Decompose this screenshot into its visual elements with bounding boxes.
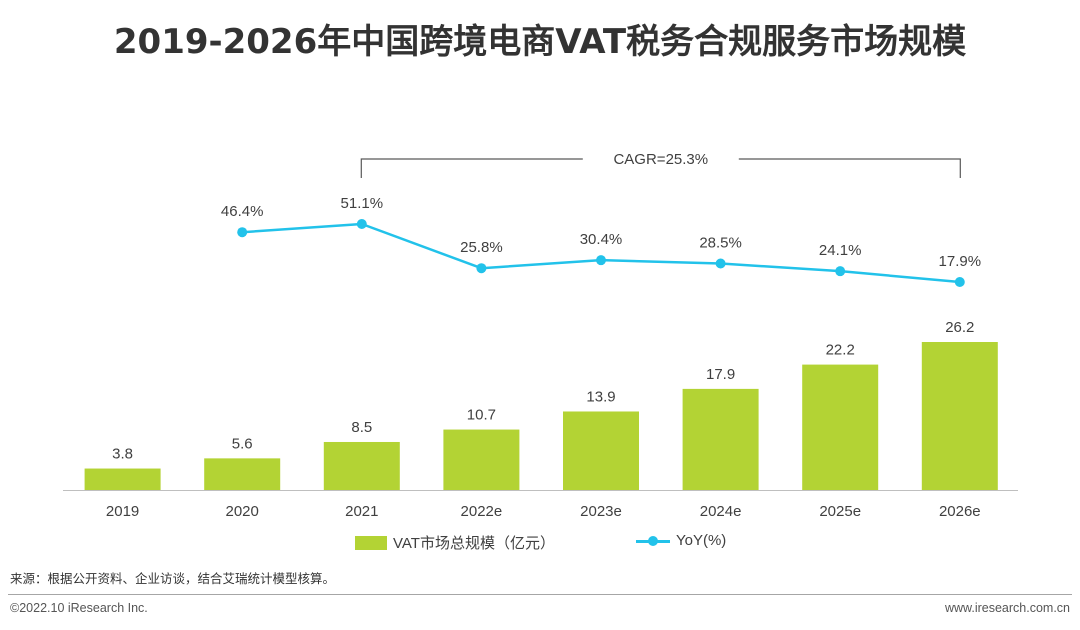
yoy-point-2026e — [954, 277, 965, 287]
bar-2019 — [84, 468, 161, 490]
x-tick-label-2025e: 2025e — [819, 503, 861, 520]
cagr-bracket-left — [360, 158, 583, 178]
yoy-label-2025e: 24.1% — [819, 242, 862, 259]
bar-2026e — [921, 342, 998, 490]
x-tick-label-2024e: 2024e — [700, 503, 742, 520]
axis-layer: 2019 2020 2021 2022e 2023e 2024e 2025e 2026e — [63, 490, 1018, 520]
bar-label-2021: 8.5 — [351, 419, 372, 436]
bar-2021 — [323, 441, 400, 490]
cagr-bracket-right — [738, 158, 961, 178]
yoy-point-2022e — [476, 263, 487, 274]
footer-divider — [8, 594, 1072, 595]
annotation-layer: CAGR=25.3% — [360, 151, 961, 178]
x-tick-label-2019: 2019 — [106, 503, 139, 520]
legend-label-line: YoY(%) — [676, 532, 727, 549]
cagr-annotation-label: CAGR=25.3% — [613, 151, 708, 168]
yoy-point-2023e — [596, 255, 606, 266]
yoy-label-2022e: 25.8% — [460, 239, 503, 256]
chart-legend: VAT市场总规模（亿元） YoY(%) — [0, 532, 1080, 556]
bar-2024e — [682, 388, 759, 490]
yoy-label-2021: 51.1% — [341, 195, 384, 212]
x-tick-label-2026e: 2026e — [939, 503, 981, 520]
legend-label-bar: VAT市场总规模（亿元） — [393, 535, 555, 552]
x-tick-label-2021: 2021 — [345, 503, 378, 520]
chart-area: 3.85.68.510.713.917.922.226.2 2019 2020 20… — [63, 151, 1018, 520]
copyright-text: ©2022.10 iResearch Inc. — [10, 601, 148, 615]
yoy-label-2026e: 17.9% — [939, 253, 982, 270]
bars-layer: 3.8 5.6 8.5 10.7 13.9 17.9 22.2 26.2 — [84, 319, 998, 490]
bar-label-2026e: 26.2 — [945, 319, 974, 336]
yoy-point-2024e — [715, 258, 726, 269]
bar-label-2022e: 10.7 — [467, 407, 496, 424]
yoy-point-2025e — [835, 266, 846, 277]
legend-item-bar: VAT市场总规模（亿元） — [355, 532, 555, 553]
yoy-point-2021 — [356, 219, 367, 229]
page-title: 2019-2026年中国跨境电商VAT税务合规服务市场规模 — [113, 22, 967, 62]
bar-label-2024e: 17.9 — [706, 366, 735, 383]
yoy-label-2024e: 28.5% — [699, 234, 742, 251]
x-tick-label-2023e: 2023e — [580, 503, 622, 520]
bar-label-2020: 5.6 — [232, 435, 253, 452]
x-tick-label-2022e: 2022e — [461, 503, 503, 520]
bar-2022e — [443, 429, 520, 490]
source-note: 来源：根据公开资料、企业访谈，结合艾瑞统计模型核算。 — [10, 572, 336, 586]
yoy-point-2020 — [237, 227, 248, 238]
bar-label-2025e: 22.2 — [826, 342, 855, 359]
website-link[interactable]: www.iresearch.com.cn — [944, 601, 1070, 615]
bar-2025e — [802, 364, 879, 490]
bar-label-2023e: 13.9 — [586, 388, 615, 405]
bar-2020 — [204, 458, 281, 490]
yoy-label-2020: 46.4% — [221, 203, 264, 220]
legend-item-line: YoY(%) — [636, 532, 726, 549]
legend-swatch-bar — [355, 535, 387, 550]
bar-label-2019: 3.8 — [112, 446, 133, 463]
line-layer: 46.4% 51.1% 25.8% 30.4% 28.5% 24.1% 17.9% — [221, 195, 981, 287]
yoy-label-2023e: 30.4% — [580, 231, 623, 248]
legend-swatch-line — [636, 534, 670, 548]
x-tick-label-2020: 2020 — [226, 503, 259, 520]
bar-2023e — [563, 411, 639, 490]
